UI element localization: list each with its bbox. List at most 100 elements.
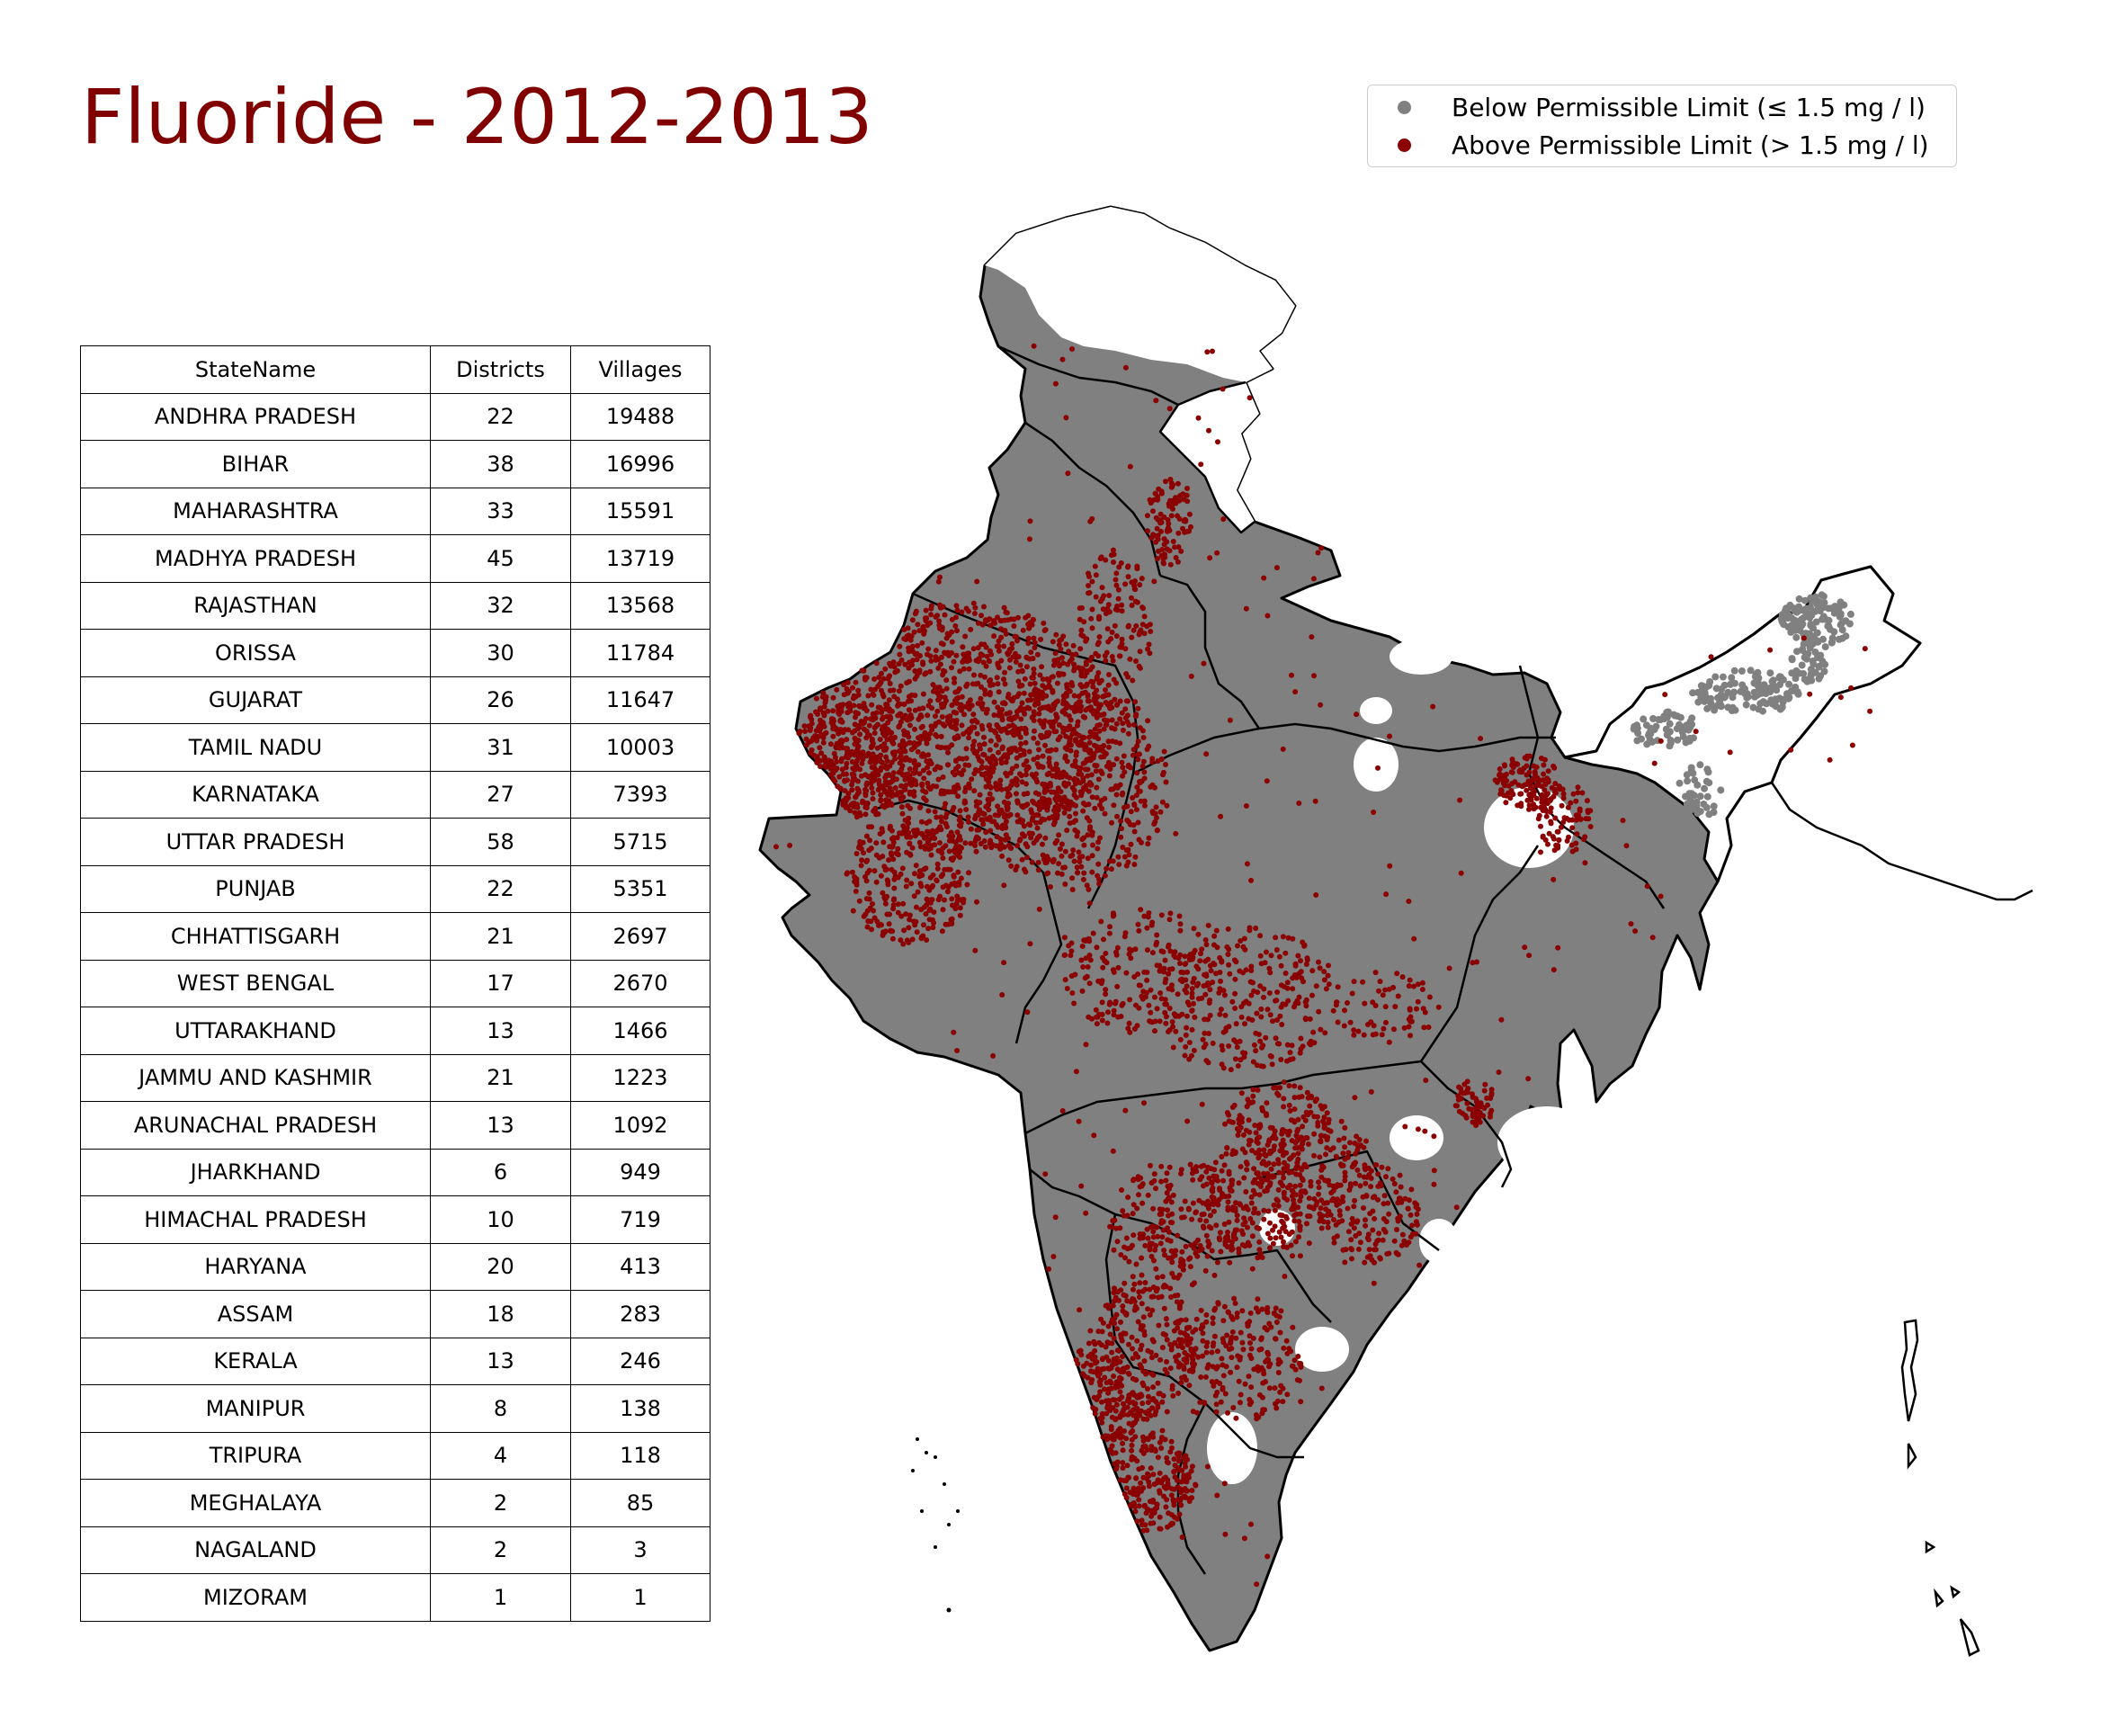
above-limit-dot xyxy=(895,702,901,709)
above-limit-dot xyxy=(953,900,960,907)
above-limit-dot xyxy=(1166,917,1173,923)
above-limit-dot xyxy=(939,928,945,935)
above-limit-dot xyxy=(1247,1352,1253,1358)
above-limit-dot xyxy=(952,906,959,912)
above-limit-dot xyxy=(1139,622,1146,628)
above-limit-dot xyxy=(821,723,827,729)
above-limit-dot xyxy=(996,782,1003,788)
above-limit-dot xyxy=(1270,1227,1275,1233)
above-limit-dot xyxy=(1089,853,1095,859)
above-limit-dot xyxy=(874,721,880,728)
table-cell: MIZORAM xyxy=(80,1573,431,1622)
above-limit-dot xyxy=(1273,1400,1278,1407)
above-limit-dot xyxy=(1200,1036,1206,1042)
above-limit-dot xyxy=(952,676,957,682)
above-limit-dot xyxy=(1114,1326,1120,1332)
above-limit-dot xyxy=(1025,640,1032,647)
below-limit-dot xyxy=(1700,801,1708,808)
above-limit-dot xyxy=(1168,1248,1175,1254)
above-limit-dot xyxy=(1219,1154,1225,1159)
above-limit-dot xyxy=(1050,689,1056,695)
above-limit-dot xyxy=(1071,661,1077,667)
above-limit-dot xyxy=(870,711,876,717)
above-limit-dot xyxy=(1077,765,1084,771)
above-limit-dot xyxy=(1145,1400,1151,1406)
above-limit-dot xyxy=(865,918,871,924)
above-limit-dot xyxy=(1361,1144,1367,1150)
below-limit-dot xyxy=(1793,668,1801,676)
below-limit-dot xyxy=(1798,661,1806,669)
above-limit-dot xyxy=(940,907,946,913)
above-limit-dot xyxy=(1290,975,1296,981)
above-limit-dot xyxy=(1159,1274,1166,1280)
above-limit-dot xyxy=(954,628,960,634)
above-limit-dot xyxy=(1275,1157,1282,1163)
above-limit-dot xyxy=(1073,780,1078,786)
above-limit-dot xyxy=(993,781,999,786)
above-limit-dot xyxy=(1363,1217,1368,1223)
above-limit-dot xyxy=(1309,992,1315,998)
above-limit-dot xyxy=(1219,1042,1225,1049)
above-limit-dot xyxy=(1202,991,1209,998)
above-limit-dot xyxy=(1043,693,1050,699)
above-limit-dot xyxy=(841,682,847,688)
above-limit-dot xyxy=(1134,1205,1140,1212)
above-limit-dot xyxy=(869,743,875,749)
above-limit-dot xyxy=(1237,1038,1243,1044)
above-limit-dot xyxy=(1262,1188,1268,1195)
above-limit-dot xyxy=(1059,853,1065,859)
above-limit-dot xyxy=(1241,1054,1247,1060)
above-limit-dot xyxy=(842,788,848,793)
above-limit-dot xyxy=(952,698,958,703)
above-limit-dot xyxy=(1219,1061,1225,1068)
above-limit-dot xyxy=(834,686,840,693)
above-limit-dot xyxy=(1147,1286,1153,1293)
above-limit-dot xyxy=(987,783,993,790)
above-limit-dot xyxy=(996,808,1003,814)
above-limit-dot xyxy=(1363,1193,1370,1199)
above-limit-dot xyxy=(1195,1354,1202,1360)
above-limit-dot xyxy=(1054,714,1060,720)
above-limit-dot xyxy=(1094,674,1100,680)
above-limit-dot xyxy=(962,840,969,846)
above-limit-dot xyxy=(1077,667,1084,673)
above-limit-dot xyxy=(1193,1240,1199,1246)
above-limit-dot xyxy=(864,924,871,930)
above-limit-dot xyxy=(918,907,925,913)
above-limit-dot xyxy=(880,730,886,737)
above-limit-dot xyxy=(1085,964,1091,970)
above-limit-dot xyxy=(869,926,874,933)
above-limit-dot xyxy=(1352,1197,1358,1204)
table-cell: 3 xyxy=(570,1526,710,1574)
above-limit-dot xyxy=(1150,1384,1157,1391)
above-limit-dot xyxy=(1304,957,1310,963)
above-limit-dot xyxy=(1086,747,1092,754)
above-limit-dot xyxy=(1346,1187,1353,1193)
above-limit-dot xyxy=(1184,1025,1190,1031)
above-limit-dot xyxy=(900,772,907,778)
above-limit-dot xyxy=(1328,1190,1335,1196)
above-limit-dot xyxy=(1178,1502,1184,1508)
above-limit-dot xyxy=(869,765,875,770)
above-limit-dot xyxy=(823,696,828,702)
above-limit-dot xyxy=(950,837,956,844)
above-limit-dot xyxy=(1234,1217,1240,1223)
above-limit-dot xyxy=(1126,852,1132,858)
above-limit-dot xyxy=(934,865,941,872)
table-cell: 246 xyxy=(570,1337,710,1385)
above-limit-dot xyxy=(1200,1330,1206,1337)
above-limit-dot xyxy=(943,810,950,817)
above-limit-dot xyxy=(1106,609,1113,615)
above-limit-dot xyxy=(1311,1152,1317,1159)
above-limit-dot xyxy=(1275,1370,1282,1375)
above-limit-dot xyxy=(1292,1239,1299,1245)
above-limit-dot xyxy=(1200,1353,1205,1359)
above-limit-dot xyxy=(909,662,915,668)
below-limit-dot xyxy=(1806,644,1814,652)
above-limit-dot xyxy=(899,810,906,817)
above-limit-dot xyxy=(1116,862,1122,867)
above-limit-dot xyxy=(1079,988,1086,994)
above-limit-dot xyxy=(1157,1526,1163,1532)
above-limit-dot xyxy=(1145,914,1151,920)
above-limit-dot xyxy=(1300,939,1306,945)
